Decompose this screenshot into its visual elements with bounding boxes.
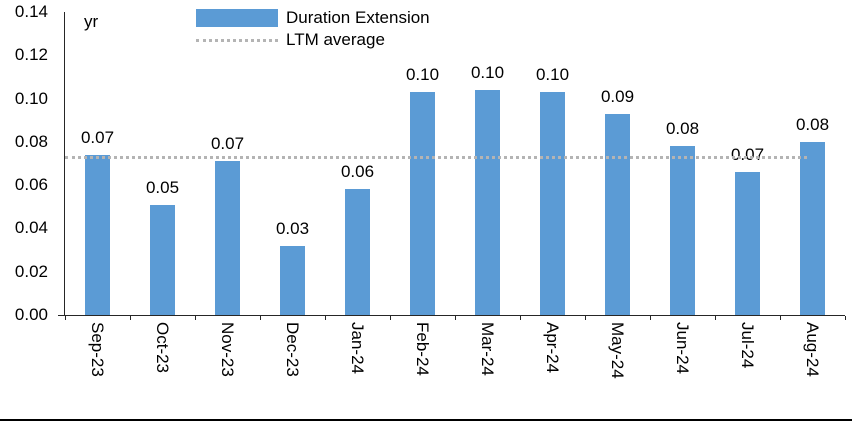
bar-slot-apr-24: 0.10	[520, 66, 585, 315]
x-tick-label-oct-23: Oct-23	[153, 322, 172, 374]
bar-data-label: 0.10	[405, 65, 440, 85]
ltm-average-line	[65, 155, 807, 159]
x-axis-tick-marks	[65, 316, 846, 320]
dotted-line-swatch	[196, 38, 278, 42]
y-tick-label: 0.14	[14, 2, 48, 21]
x-tick-label-nov-23: Nov-23	[218, 322, 237, 377]
x-tick-label-jul-24: Jul-24	[738, 322, 757, 369]
bar-data-label: 0.08	[795, 114, 830, 134]
bar-slot-jun-24: 0.08	[650, 120, 715, 315]
bar-slot-aug-24: 0.08	[780, 114, 845, 315]
bar-data-label: 0.10	[470, 62, 505, 82]
y-axis-unit-label: yr	[84, 12, 99, 31]
bar-data-label: 0.08	[665, 119, 700, 139]
bar-slot-jul-24: 0.07	[715, 146, 780, 315]
x-tick-label-feb-24: Feb-24	[413, 322, 432, 376]
bar-jun-24	[670, 146, 695, 315]
bar-jan-24	[345, 189, 370, 315]
bar-mar-24	[475, 89, 500, 315]
bar-series-swatch	[196, 9, 278, 27]
bar-data-label: 0.07	[210, 134, 245, 154]
bar-data-label: 0.07	[80, 127, 115, 147]
bar-slot-mar-24: 0.10	[455, 62, 520, 315]
bar-series-label: Duration Extension	[286, 8, 430, 27]
legend: Duration Extension LTM average	[196, 7, 430, 51]
x-tick-label-aug-24: Aug-24	[803, 322, 822, 377]
x-axis-line	[58, 315, 845, 316]
bar-slot-sep-23: 0.07	[65, 127, 130, 315]
legend-item-ltm-average: LTM average	[196, 29, 430, 51]
bar-slot-nov-23: 0.07	[195, 135, 260, 315]
x-tick-label-may-24: May-24	[608, 322, 627, 379]
x-tick-label-sep-23: Sep-23	[88, 322, 107, 377]
y-tick-label: 0.04	[14, 218, 48, 238]
bar-slot-may-24: 0.09	[585, 86, 650, 315]
bar-jul-24	[735, 172, 760, 315]
y-tick-label: 0.12	[14, 45, 48, 65]
bar-data-label: 0.07	[730, 145, 765, 165]
y-tick-label: 0.02	[14, 261, 48, 281]
x-tick-label-mar-24: Mar-24	[478, 322, 497, 376]
x-axis: Sep-23 Oct-23 Nov-23 Dec-23 Jan-24 Feb-24 Mar-…	[65, 322, 845, 414]
x-tick-label-jan-24: Jan-24	[348, 322, 367, 374]
bar-feb-24	[410, 92, 435, 315]
y-tick-label: 0.00	[14, 305, 48, 324]
ltm-average-label: LTM average	[286, 30, 385, 49]
bar-oct-23	[150, 204, 175, 315]
bar-data-label: 0.05	[145, 177, 180, 197]
y-tick-label: 0.06	[14, 175, 48, 195]
bar-data-label: 0.10	[535, 65, 570, 85]
y-axis: 0.00 0.02 0.04 0.06 0.08 0.10 0.12 0.14	[0, 3, 48, 324]
bar-data-label: 0.09	[600, 86, 635, 106]
bar-may-24	[605, 113, 630, 315]
y-tick-label: 0.10	[14, 88, 48, 108]
x-tick-label-apr-24: Apr-24	[543, 322, 562, 374]
legend-item-duration-extension: Duration Extension	[196, 7, 430, 29]
y-tick-label: 0.08	[14, 131, 48, 151]
bar-slot-oct-23: 0.05	[130, 177, 195, 315]
bar-data-label: 0.03	[275, 218, 310, 238]
figure-bottom-border	[0, 419, 852, 421]
bar-slot-feb-24: 0.10	[390, 66, 455, 315]
bar-aug-24	[800, 141, 825, 315]
bar-slot-jan-24: 0.06	[325, 163, 390, 315]
x-tick-label-dec-23: Dec-23	[283, 322, 302, 377]
bar-dec-23	[280, 245, 305, 315]
bar-sep-23	[85, 154, 110, 315]
bar-slot-dec-23: 0.03	[260, 218, 325, 315]
bar-data-label: 0.06	[340, 162, 375, 182]
bar-apr-24	[540, 92, 565, 315]
bar-nov-23	[215, 161, 240, 315]
x-tick-label-jun-24: Jun-24	[673, 322, 692, 374]
y-axis-line	[64, 12, 65, 315]
plot-area: 0.07 0.05 0.07 0.03 0.06 0.10 0.10 0.10 0.09 0.08…	[65, 12, 845, 315]
